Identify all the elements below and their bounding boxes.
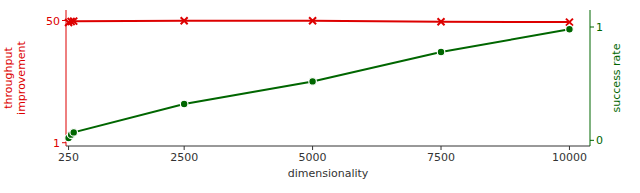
series-line: [69, 29, 570, 138]
x-tick: [68, 146, 69, 150]
x-tick: [441, 146, 442, 150]
y-axis-line: [66, 10, 67, 146]
y-tick-label: 1: [53, 137, 60, 150]
y2-axis-line: [590, 10, 591, 146]
x-tick: [569, 146, 570, 150]
data-point: [309, 17, 316, 24]
y-tick: [62, 142, 66, 143]
data-point: [70, 18, 77, 25]
x-tick-label: 250: [58, 151, 79, 164]
y2-axis-label: success rate: [610, 43, 623, 112]
x-tick-label: 5000: [299, 151, 327, 164]
y2-tick: [590, 140, 594, 141]
y-axis-label: throughputimprovement: [2, 40, 28, 114]
y-axis-label-line: improvement: [15, 40, 28, 114]
x-tick: [312, 146, 313, 150]
plot-area: [65, 17, 573, 142]
data-point: [180, 100, 188, 108]
y-tick-label: 50: [46, 15, 60, 28]
chart: 250 2500 5000 7500 10000 1 50 0 1 dimensionality t…: [0, 0, 640, 193]
data-point: [438, 18, 445, 25]
data-point: [181, 17, 188, 24]
y2-tick: [590, 27, 594, 28]
x-tick-label: 7500: [427, 151, 455, 164]
y-axis-label-line: throughput: [2, 47, 15, 109]
x-tick-label: 10000: [552, 151, 587, 164]
x-tick-label: 2500: [170, 151, 198, 164]
series-line: [69, 21, 570, 23]
data-point: [437, 48, 445, 56]
y2-axis-label-line: success rate: [610, 43, 623, 112]
chart-container: 250 2500 5000 7500 10000 1 50 0 1 dimensionality t…: [0, 0, 640, 193]
x-axis-line: [66, 146, 590, 147]
y2-tick-label: 0: [596, 134, 603, 147]
data-point: [566, 19, 573, 26]
x-tick: [184, 146, 185, 150]
x-axis-label: dimensionality: [288, 167, 369, 180]
data-point: [566, 25, 574, 33]
data-point: [70, 129, 78, 137]
y2-tick-label: 1: [596, 21, 603, 34]
data-point: [309, 78, 317, 86]
